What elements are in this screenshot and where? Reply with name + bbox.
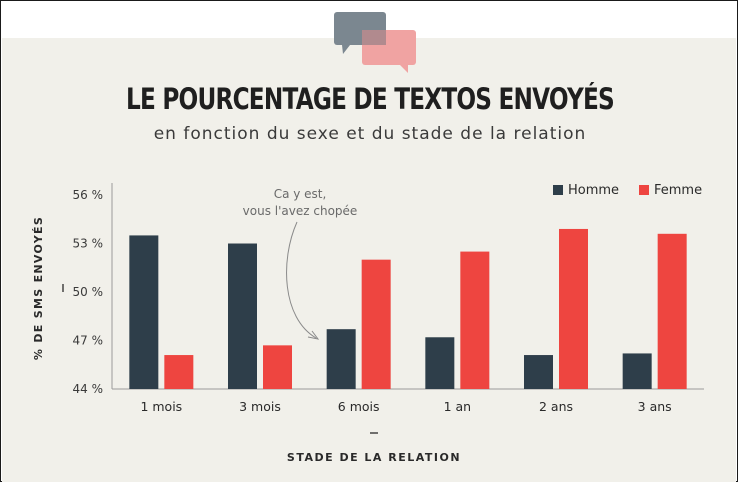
y-tick-label: 50 % bbox=[73, 285, 104, 299]
x-tick-label: 1 an bbox=[444, 399, 472, 414]
annotation-line-1: Ca y est, bbox=[274, 187, 327, 201]
bar-femme-1-an bbox=[460, 251, 490, 389]
chart-title: LE POURCENTAGE DE TEXTOS ENVOYÉS bbox=[126, 82, 615, 116]
y-axis-label: % DE SMS ENVOYÉS bbox=[32, 216, 45, 360]
annotation-line-2: vous l'avez chopée bbox=[243, 204, 358, 218]
speech-bubbles-icon bbox=[334, 12, 416, 73]
y-tick-label: 44 % bbox=[73, 382, 104, 396]
y-tick-label: 47 % bbox=[73, 334, 104, 348]
bar-homme-1-mois bbox=[129, 235, 159, 389]
bar-chart: 56 % 53 % 50 % 47 % 44 % % DE SMS ENVOYÉS 1 mo… bbox=[32, 183, 704, 464]
bar-femme-6-mois bbox=[361, 259, 391, 389]
annotation-arrowhead bbox=[307, 330, 320, 340]
x-tick-label: 3 ans bbox=[638, 399, 672, 414]
x-tick-label: 1 mois bbox=[140, 399, 182, 414]
x-tick-label: 2 ans bbox=[539, 399, 573, 414]
y-tick-label: 56 % bbox=[73, 188, 104, 202]
x-tick-label: 3 mois bbox=[239, 399, 281, 414]
bar-femme-3-mois bbox=[263, 345, 292, 389]
bar-femme-1-mois bbox=[164, 355, 194, 389]
chart-subtitle: en fonction du sexe et du stade de la re… bbox=[153, 124, 587, 144]
bar-homme-3-mois bbox=[228, 243, 257, 389]
x-axis-label: STADE DE LA RELATION bbox=[287, 451, 461, 464]
y-tick-label: 53 % bbox=[73, 237, 104, 251]
legend-label-femme: Femme bbox=[654, 183, 702, 198]
bar-homme-2-ans bbox=[524, 355, 553, 389]
bar-femme-2-ans bbox=[559, 228, 588, 389]
x-tick-label: 6 mois bbox=[338, 399, 380, 414]
annotation-arrow bbox=[286, 221, 317, 339]
legend-label-homme: Homme bbox=[568, 183, 619, 198]
bar-homme-3-ans bbox=[622, 353, 652, 389]
legend-swatch-homme bbox=[553, 185, 563, 195]
bar-homme-6-mois bbox=[326, 329, 356, 389]
bar-homme-1-an bbox=[425, 337, 455, 389]
bar-femme-3-ans bbox=[657, 233, 687, 389]
legend-swatch-femme bbox=[639, 185, 649, 195]
